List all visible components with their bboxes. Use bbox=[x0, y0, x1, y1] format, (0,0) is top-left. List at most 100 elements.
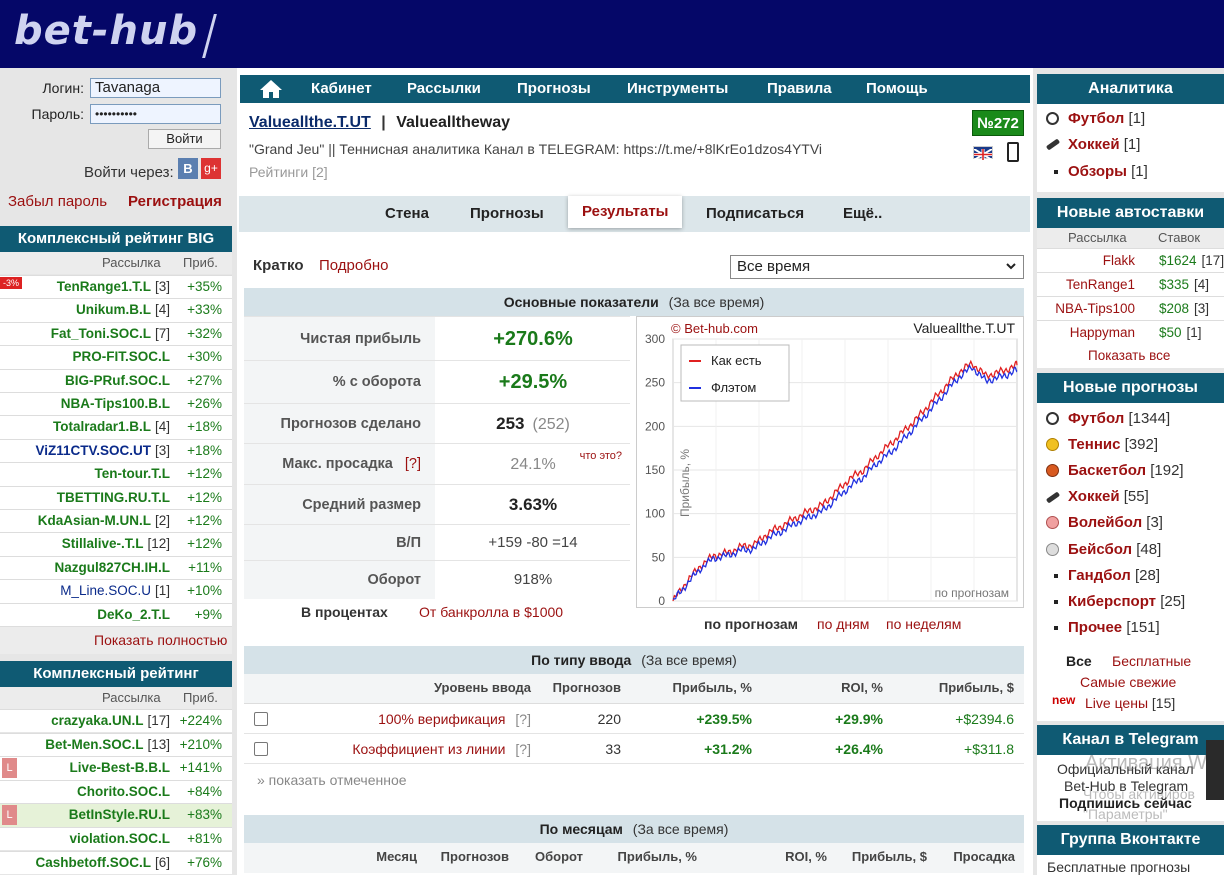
row-checkbox[interactable] bbox=[254, 742, 268, 756]
rating-name[interactable]: BetInStyle.RU.L bbox=[69, 807, 170, 822]
autobet-row[interactable]: NBA-Tips100 $208 [3] bbox=[1037, 296, 1224, 320]
stat-hint-link[interactable]: [?] bbox=[404, 456, 421, 472]
tips-filter-fresh[interactable]: Самые свежие bbox=[1080, 674, 1177, 690]
input-level[interactable]: 100% верификация [?] bbox=[378, 711, 531, 727]
new-tips-item[interactable]: Футбол [1344] bbox=[1068, 410, 1170, 427]
new-tips-item[interactable]: Бейсбол [48] bbox=[1068, 541, 1161, 558]
rating-big-name[interactable]: Nazgul827CH.IH.L bbox=[54, 560, 170, 575]
autobet-row[interactable]: TenRange1 $335 [4] bbox=[1037, 272, 1224, 296]
rating-big-name[interactable]: TenRange1.T.L [3] bbox=[57, 279, 170, 294]
rating-big-row[interactable]: Unikum.B.L [4] +33% bbox=[0, 298, 232, 322]
show-marked-link[interactable]: » показать отмеченное bbox=[257, 772, 407, 788]
rating-big-name[interactable]: TBETTING.RU.T.L bbox=[57, 490, 170, 505]
rating-name[interactable]: violation.SOC.L bbox=[69, 831, 170, 846]
rating-big-name[interactable]: BIG-PRuf.SOC.L bbox=[65, 373, 170, 388]
login-button[interactable]: Войти bbox=[148, 129, 221, 149]
rating-big-name[interactable]: M_Line.SOC.U [1] bbox=[60, 583, 170, 598]
bank-mode-link[interactable]: От банкролла в $1000 bbox=[419, 604, 564, 620]
autobet-row[interactable]: Happyman $50 [1] bbox=[1037, 320, 1224, 344]
telegram-line2[interactable]: Bet-Hub в Telegram bbox=[1064, 778, 1189, 794]
nav-item[interactable]: Кабинет bbox=[311, 80, 372, 97]
rating-row[interactable]: crazyaka.UN.L [17] +224% bbox=[0, 709, 232, 733]
rating-big-row[interactable]: KdaAsian-M.UN.L [2] +12% bbox=[0, 509, 232, 533]
rating-big-name[interactable]: Stillalive-.T.L [12] bbox=[62, 536, 170, 551]
profile-ratings[interactable]: Рейтинги [2] bbox=[249, 164, 328, 180]
rating-big-name[interactable]: DeKo_2.T.L bbox=[97, 607, 170, 622]
rating-row[interactable]: Chorito.SOC.L +84% bbox=[0, 779, 232, 804]
tab-tips[interactable]: Прогнозы bbox=[470, 205, 544, 222]
stat-extra[interactable]: что это? bbox=[579, 450, 622, 462]
rating-big-name[interactable]: Fat_Toni.SOC.L [7] bbox=[51, 326, 170, 341]
rating-big-name[interactable]: KdaAsian-M.UN.L [2] bbox=[38, 513, 170, 528]
live-prices-link[interactable]: Live цены [15] bbox=[1085, 695, 1175, 711]
input-level-label[interactable]: 100% верификация bbox=[378, 711, 506, 727]
nav-item[interactable]: Рассылки bbox=[407, 80, 481, 97]
home-icon[interactable] bbox=[259, 79, 283, 102]
input-level[interactable]: Коэффициент из линии [?] bbox=[352, 741, 531, 757]
rating-big-row[interactable]: Nazgul827CH.IH.L +11% bbox=[0, 555, 232, 580]
period-select[interactable]: Все время bbox=[730, 255, 1024, 279]
rating-big-name[interactable]: Totalradar1.B.L [4] bbox=[53, 419, 170, 434]
tab-results[interactable]: Результаты bbox=[568, 196, 683, 228]
input-level-hint[interactable]: [?] bbox=[515, 741, 531, 757]
row-checkbox[interactable] bbox=[254, 712, 268, 726]
profile-handle[interactable]: Valueallthe.T.UT bbox=[249, 114, 371, 131]
analytics-hockey[interactable]: Хоккей [1] bbox=[1068, 136, 1140, 153]
view-brief[interactable]: Кратко bbox=[253, 257, 304, 274]
rating-big-row[interactable]: NBA-Tips100.B.L +26% bbox=[0, 392, 232, 416]
rating-name[interactable]: Bet-Men.SOC.L [13] bbox=[45, 737, 170, 752]
rating-big-row[interactable]: Ten-tour.T.L +12% bbox=[0, 462, 232, 486]
chart-by-days[interactable]: по дням bbox=[817, 616, 870, 632]
view-detailed[interactable]: Подробно bbox=[319, 257, 389, 274]
rating-big-row[interactable]: M_Line.SOC.U [1] +10% bbox=[0, 579, 232, 603]
rating-big-name[interactable]: PRO-FIT.SOC.L bbox=[73, 349, 171, 364]
new-tips-item[interactable]: Киберспорт [25] bbox=[1068, 593, 1185, 610]
rating-big-row[interactable]: PRO-FIT.SOC.L +30% bbox=[0, 345, 232, 369]
nav-item[interactable]: Помощь bbox=[866, 80, 928, 97]
chart-by-weeks[interactable]: по неделям bbox=[886, 616, 962, 632]
tips-filter-free[interactable]: Бесплатные bbox=[1112, 653, 1192, 669]
password-input[interactable]: •••••••••• bbox=[90, 104, 221, 124]
rating-name[interactable]: Chorito.SOC.L bbox=[77, 784, 170, 799]
input-level-label[interactable]: Коэффициент из линии bbox=[352, 741, 506, 757]
analytics-football[interactable]: Футбол [1] bbox=[1068, 110, 1145, 127]
autobet-name[interactable]: NBA-Tips100 bbox=[1055, 301, 1135, 316]
tab-more[interactable]: Ещё.. bbox=[843, 205, 883, 222]
autobet-name[interactable]: Happyman bbox=[1069, 325, 1135, 340]
telegram-line1[interactable]: Официальный канал bbox=[1057, 761, 1194, 777]
new-tips-item[interactable]: Гандбол [28] bbox=[1068, 567, 1160, 584]
telegram-subscribe[interactable]: Подпишись сейчас bbox=[1059, 795, 1192, 811]
nav-item[interactable]: Правила bbox=[767, 80, 832, 97]
tab-wall[interactable]: Стена bbox=[385, 205, 429, 222]
rating-big-row[interactable]: Totalradar1.B.L [4] +18% bbox=[0, 415, 232, 439]
new-tips-item[interactable]: Хоккей [55] bbox=[1068, 488, 1149, 505]
rating-big-row[interactable]: Fat_Toni.SOC.L [7] +32% bbox=[0, 321, 232, 346]
tab-subscribe[interactable]: Подписаться bbox=[706, 205, 805, 222]
rating-row[interactable]: L BetInStyle.RU.L +83% bbox=[0, 803, 232, 827]
rating-name[interactable]: Cashbetoff.SOC.L [6] bbox=[35, 855, 170, 870]
analytics-reviews[interactable]: Обзоры [1] bbox=[1068, 163, 1148, 180]
tips-filter-all[interactable]: Все bbox=[1066, 653, 1092, 669]
rating-row[interactable]: violation.SOC.L +81% bbox=[0, 827, 232, 851]
new-tips-item[interactable]: Баскетбол [192] bbox=[1068, 462, 1184, 479]
rating-big-row[interactable]: Stillalive-.T.L [12] +12% bbox=[0, 532, 232, 556]
rating-row[interactable]: Cashbetoff.SOC.L [6] +76% bbox=[0, 850, 232, 874]
rating-big-name[interactable]: Unikum.B.L [4] bbox=[76, 302, 170, 317]
rating-name[interactable]: Live-Best-B.B.L bbox=[69, 760, 170, 775]
site-logo[interactable]: bet-hub bbox=[14, 8, 199, 54]
autobet-row[interactable]: Flakk $1624 [17] bbox=[1037, 248, 1224, 272]
rating-row[interactable]: Bet-Men.SOC.L [13] +210% bbox=[0, 732, 232, 756]
autobet-name[interactable]: Flakk bbox=[1102, 253, 1135, 268]
new-tips-item[interactable]: Волейбол [3] bbox=[1068, 514, 1163, 531]
percent-mode[interactable]: В процентах bbox=[301, 604, 388, 620]
rating-big-row[interactable]: -3% TenRange1.T.L [3] +35% bbox=[0, 275, 232, 299]
nav-item[interactable]: Инструменты bbox=[627, 80, 729, 97]
chart-by-bets[interactable]: по прогнозам bbox=[704, 616, 799, 632]
input-level-hint[interactable]: [?] bbox=[515, 711, 531, 727]
rating-big-row[interactable]: BIG-PRuf.SOC.L +27% bbox=[0, 368, 232, 392]
register-link[interactable]: Регистрация bbox=[128, 193, 222, 210]
rating-big-row[interactable]: TBETTING.RU.T.L +12% bbox=[0, 485, 232, 509]
forgot-password-link[interactable]: Забыл пароль bbox=[8, 193, 108, 210]
autobet-name[interactable]: TenRange1 bbox=[1065, 277, 1135, 292]
nav-item[interactable]: Прогнозы bbox=[517, 80, 591, 97]
